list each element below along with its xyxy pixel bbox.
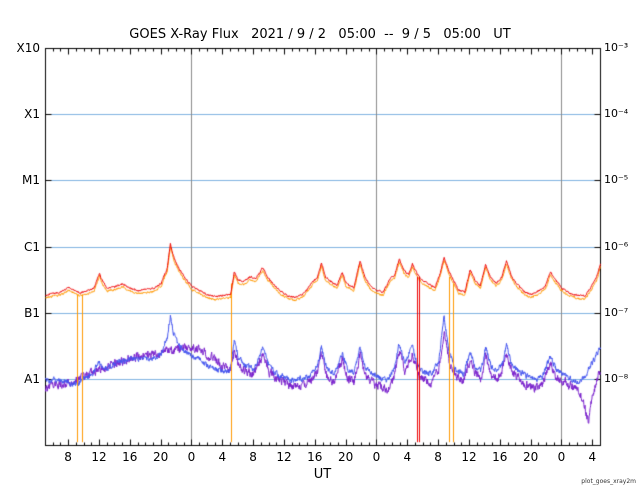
y-axis-label-m1: M1 <box>22 173 40 188</box>
x-tick-label: 20 <box>522 450 539 464</box>
x-tick-label: 12 <box>461 450 477 464</box>
x-tick-label: 16 <box>307 450 323 464</box>
x-tick-label: 16 <box>122 450 138 464</box>
chart-title: GOES X-Ray Flux 2021 / 9 / 2 05:00 -- 9 … <box>129 27 511 42</box>
x-tick-label: 12 <box>91 450 107 464</box>
x-tick-label: 0 <box>557 450 566 464</box>
x-tick-label: 0 <box>372 450 381 464</box>
y-axis-flux-label: 10⁻⁴ <box>604 107 629 121</box>
x-tick-label: 8 <box>64 450 72 464</box>
x-tick-label: 16 <box>492 450 508 464</box>
x-tick-label: 20 <box>152 450 169 464</box>
x-tick-label: 4 <box>403 450 412 464</box>
y-axis-label-x10: X10 <box>16 41 41 55</box>
plot-watermark: plot_goes_xray2m <box>581 478 636 485</box>
y-axis-flux-label: 10⁻⁶ <box>604 239 629 253</box>
y-axis-label-a1: A1 <box>24 371 40 386</box>
y-axis-flux-label: 10⁻⁸ <box>604 371 629 385</box>
x-tick-label: 4 <box>588 450 597 464</box>
x-tick-label: 12 <box>276 450 292 464</box>
x-tick-label: 0 <box>187 450 196 464</box>
x-tick-label: 4 <box>218 450 227 464</box>
x-tick-label: 8 <box>434 450 442 464</box>
y-axis-flux-label: 10⁻³ <box>604 41 629 54</box>
y-axis-label-x1: X1 <box>24 107 40 122</box>
y-axis-label-b1: B1 <box>24 305 40 320</box>
y-axis-label-c1: C1 <box>23 239 40 254</box>
x-tick-label: 20 <box>337 450 354 464</box>
x-axis-title: UT <box>313 467 332 482</box>
y-axis-flux-label: 10⁻⁷ <box>604 305 629 319</box>
x-tick-label: 8 <box>249 450 257 464</box>
y-axis-flux-label: 10⁻⁵ <box>604 173 629 187</box>
